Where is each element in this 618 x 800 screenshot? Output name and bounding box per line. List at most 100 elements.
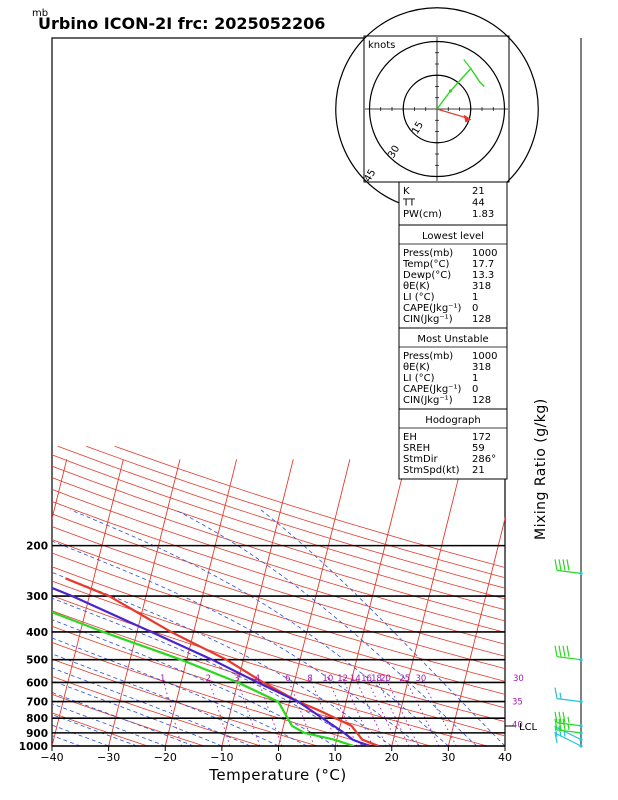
wind-barb-shaft xyxy=(556,569,582,575)
wind-barb-flag xyxy=(562,559,566,571)
most-unstable-row-value: 128 xyxy=(472,395,491,406)
dry-adiabat xyxy=(86,445,505,579)
lowest-level-row-label: CIN(Jkg⁻¹) xyxy=(403,314,453,325)
wind-barb-dot xyxy=(579,724,583,728)
lowest-level-row-label: Dewp(°C) xyxy=(403,270,451,281)
isotherm-line xyxy=(391,459,464,746)
hodograph-stats-row-value: 59 xyxy=(472,443,485,454)
wind-barb-flag xyxy=(554,718,558,730)
wet-bulb-label: 40 xyxy=(512,721,523,731)
index-label: TT xyxy=(402,198,416,209)
mixing-ratio-line xyxy=(404,677,440,746)
dry-adiabat xyxy=(52,693,206,746)
dry-adiabat xyxy=(52,675,263,746)
moist-adiabat xyxy=(52,714,138,746)
index-value: 21 xyxy=(472,186,485,197)
moist-adiabat xyxy=(70,509,449,746)
mixing-ratio-label: 3 xyxy=(234,674,239,684)
dry-adiabat xyxy=(52,566,505,709)
lowest-level-row-value: 0 xyxy=(472,303,478,314)
lcl-label: LCL xyxy=(519,722,538,733)
wind-barb-flag xyxy=(558,711,562,723)
wind-barb-flag xyxy=(566,559,570,571)
dry-adiabat xyxy=(52,712,149,746)
isotherm-line xyxy=(164,459,238,746)
unit-mb-label: mb xyxy=(32,8,48,19)
most-unstable-title: Most Unstable xyxy=(417,334,488,345)
hodograph-stats-row-value: 21 xyxy=(472,465,485,476)
plot-grid xyxy=(0,445,505,746)
dry-adiabat xyxy=(52,465,505,611)
pressure-tick-label: 700 xyxy=(26,697,48,709)
mixing-ratio-label: 1 xyxy=(160,674,165,684)
lowest-level-row-value: 17.7 xyxy=(472,259,494,270)
temperature-tick-label: −30 xyxy=(97,751,120,764)
dry-adiabat xyxy=(52,477,505,622)
mixing-ratio-label: 20 xyxy=(380,674,391,684)
dry-adiabat xyxy=(52,488,505,633)
mixing-ratio-label: 25 xyxy=(399,674,410,684)
wet-bulb-label: 35 xyxy=(512,698,523,708)
mixing-ratio-line xyxy=(207,678,231,746)
temperature-profile xyxy=(64,577,380,746)
pressure-tick-label: 900 xyxy=(26,728,48,740)
hodograph-stats-row-value: 286° xyxy=(472,454,496,465)
hodograph-ring-label: 15 xyxy=(410,120,426,137)
dry-adiabat xyxy=(57,445,505,589)
temperature-tick-label: 10 xyxy=(328,751,342,764)
mixing-ratio-label: 30 xyxy=(415,674,426,684)
wind-barb-flag xyxy=(562,718,566,730)
x-axis-title: Temperature (°C) xyxy=(208,766,346,784)
mixing-ratio-line xyxy=(287,678,315,746)
moist-adiabat xyxy=(52,703,166,746)
dewpoint-profile xyxy=(52,611,355,746)
pressure-tick-label: 200 xyxy=(26,541,48,553)
wind-barb-flag xyxy=(562,645,566,657)
moist-adiabat xyxy=(175,509,477,746)
dry-adiabat xyxy=(52,454,505,600)
wind-barb-flag xyxy=(554,645,558,657)
index-label: K xyxy=(403,186,410,197)
temperature-tick-label: 20 xyxy=(385,751,399,764)
dry-adiabat xyxy=(52,642,376,746)
wind-barbs xyxy=(554,559,583,748)
pressure-tick-label: 300 xyxy=(26,591,48,603)
moist-adiabat xyxy=(52,597,364,746)
hodograph-stats-title: Hodograph xyxy=(425,415,480,426)
lowest-level-row-value: 318 xyxy=(472,281,491,292)
temperature-tick-label: 40 xyxy=(498,751,512,764)
hodograph-units: knots xyxy=(368,40,395,51)
temperature-tick-label: −10 xyxy=(210,751,233,764)
wind-barb-shaft xyxy=(556,697,582,703)
moist-adiabat xyxy=(52,540,421,746)
moist-adiabat xyxy=(52,637,307,746)
dry-adiabat xyxy=(52,658,319,746)
mixing-ratio-axis-label: Mixing Ratio (g/kg) xyxy=(533,398,549,540)
isotherm-line xyxy=(221,459,294,746)
mixing-ratio-line xyxy=(327,678,358,746)
dry-adiabat xyxy=(52,513,505,657)
storm-motion-vector xyxy=(436,108,469,120)
wind-barb-dot xyxy=(579,744,583,748)
hodograph-stats-row-label: SREH xyxy=(403,443,430,454)
hodograph-stats-row-value: 172 xyxy=(472,432,491,443)
index-value: 44 xyxy=(472,198,485,209)
wet-bulb-labels: 30 35 40 xyxy=(512,674,524,730)
hodograph-stats-row-label: EH xyxy=(403,432,417,443)
wind-barb-shaft xyxy=(556,722,582,727)
lowest-level-row-label: LI (°C) xyxy=(403,292,435,303)
isotherm-line xyxy=(447,516,505,746)
lowest-level-row-value: 13.3 xyxy=(472,270,494,281)
hodograph-stats-row-label: StmDir xyxy=(403,454,438,465)
dry-adiabat xyxy=(52,595,505,737)
isotherm-line xyxy=(108,459,181,746)
mixing-ratio-label: 12 xyxy=(337,674,348,684)
isotherm-line xyxy=(334,459,407,746)
hodograph-mark xyxy=(463,59,472,69)
isotherm-line xyxy=(0,459,10,746)
dry-adiabat xyxy=(52,580,505,723)
mixing-ratio-label: 2 xyxy=(206,674,211,684)
hodograph-stats-row-label: StmSpd(kt) xyxy=(403,465,460,476)
lowest-level-row-label: θE(K) xyxy=(403,281,430,292)
